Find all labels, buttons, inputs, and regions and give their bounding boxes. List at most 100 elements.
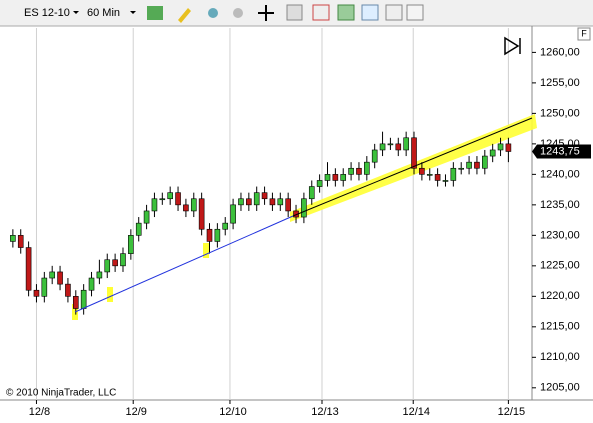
instrument[interactable]: ES 12-10 <box>24 7 70 19</box>
candle-body <box>419 167 425 175</box>
candle-body <box>25 247 32 291</box>
candle-body <box>65 283 71 297</box>
highlight <box>107 287 113 302</box>
y-tick-label: 1205,00 <box>540 382 580 394</box>
grid <box>35 28 509 400</box>
properties-icon[interactable] <box>385 4 403 21</box>
candle-body <box>489 149 496 157</box>
candle-body <box>340 174 347 181</box>
candle-body <box>41 277 48 297</box>
candle-body <box>167 192 173 200</box>
zoom-icon[interactable] <box>286 4 303 21</box>
candles <box>10 131 512 315</box>
candle-body <box>411 137 417 169</box>
highlight <box>203 243 209 258</box>
candle-body <box>379 143 386 151</box>
candle-body <box>135 222 142 236</box>
y-tick-label: 1235,00 <box>540 199 580 211</box>
candle-body <box>442 180 449 182</box>
strategy-icon[interactable] <box>337 4 355 21</box>
candle-body <box>450 167 457 181</box>
float-label[interactable]: F <box>581 28 587 38</box>
candle-body <box>403 137 409 151</box>
candle-body <box>426 174 433 176</box>
bars-icon[interactable] <box>147 6 163 20</box>
pin-icon[interactable] <box>233 8 243 18</box>
dropdown[interactable] <box>130 11 136 14</box>
trend-line <box>74 215 294 313</box>
data-box-icon[interactable] <box>406 4 424 21</box>
indicator-icon[interactable] <box>312 4 330 21</box>
candle-body <box>301 198 307 218</box>
y-tick-label: 1210,00 <box>540 351 580 363</box>
candle-body <box>80 289 87 309</box>
dropdown[interactable] <box>73 11 79 14</box>
candle-body <box>332 174 339 181</box>
candle-body <box>17 235 24 248</box>
x-tick-label: 12/13 <box>311 406 339 418</box>
y-tick-label: 1250,00 <box>540 107 580 119</box>
candle-body <box>458 167 465 170</box>
candle-body <box>96 271 103 279</box>
trend-line <box>292 117 533 217</box>
candle-body <box>269 198 276 206</box>
y-tick-label: 1255,00 <box>540 77 580 89</box>
candle-body <box>497 143 504 151</box>
candle-body <box>120 253 126 267</box>
pencil-icon[interactable] <box>178 8 191 23</box>
candle-body <box>151 198 158 212</box>
y-tick-label: 1215,00 <box>540 321 580 333</box>
candle-body <box>474 161 480 169</box>
play-icon[interactable] <box>504 36 521 56</box>
x-tick-label: 12/9 <box>125 406 146 418</box>
y-tick-label: 1230,00 <box>540 229 580 241</box>
x-tick-label: 12/15 <box>498 406 526 418</box>
pin-icon[interactable] <box>208 8 218 18</box>
candle-body <box>222 222 229 230</box>
candle-body <box>183 204 189 212</box>
candle-body <box>395 143 402 151</box>
candle-body <box>143 210 150 224</box>
candle-body <box>49 271 55 279</box>
candle-body <box>356 167 362 175</box>
candle-body <box>324 174 331 181</box>
candle-body <box>505 143 512 152</box>
period[interactable]: 60 Min <box>87 7 120 19</box>
x-tick-label: 12/14 <box>402 406 430 418</box>
x-tick-label: 12/8 <box>29 406 50 418</box>
candle-body <box>198 198 205 230</box>
candle-body <box>482 155 488 169</box>
y-tick-label: 1240,00 <box>540 168 580 180</box>
candle-body <box>261 192 268 200</box>
candle-body <box>33 289 40 297</box>
crosshair-icon[interactable] <box>258 5 274 21</box>
y-tick-label: 1225,00 <box>540 260 580 272</box>
candle-body <box>190 198 197 212</box>
float-button[interactable] <box>577 27 591 41</box>
toolbar-icons[interactable] <box>147 4 424 23</box>
copyright: © 2010 NinjaTrader, LLC <box>6 388 116 399</box>
candle-body <box>175 192 181 206</box>
candle-body <box>387 143 394 146</box>
candle-body <box>316 180 323 187</box>
candle-body <box>128 235 134 254</box>
candle-body <box>434 174 441 181</box>
candle-body <box>371 149 378 163</box>
candle-body <box>10 235 16 242</box>
candle-body <box>246 198 252 206</box>
candle-body <box>348 167 354 175</box>
candle-body <box>466 161 472 169</box>
candle-body <box>214 228 221 242</box>
candle-body <box>277 198 284 206</box>
chart-icon[interactable] <box>361 4 379 21</box>
candle-body <box>72 296 79 309</box>
last-price-marker <box>532 144 591 159</box>
y-tick-label: 1220,00 <box>540 290 580 302</box>
last-price-label: 1243,75 <box>540 145 580 157</box>
candle-body <box>159 198 166 201</box>
candle-body <box>253 192 260 206</box>
candle-body <box>57 271 63 285</box>
candle-body <box>206 228 213 242</box>
candle-body <box>88 277 95 291</box>
